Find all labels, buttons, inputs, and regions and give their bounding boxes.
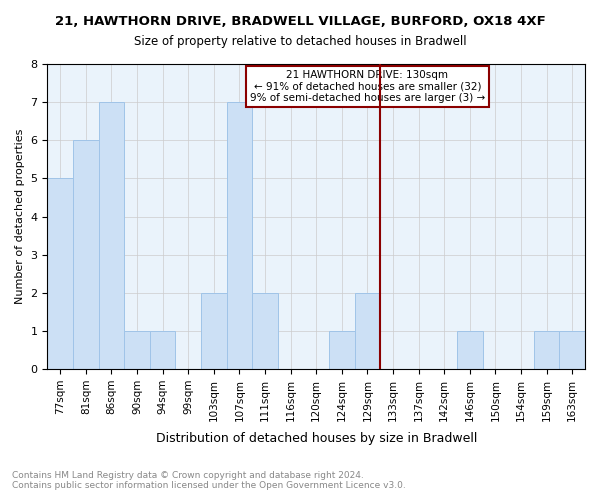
Bar <box>559 331 585 369</box>
Bar <box>457 331 482 369</box>
Bar <box>150 331 175 369</box>
Bar <box>73 140 98 369</box>
Bar <box>252 293 278 369</box>
Text: 21, HAWTHORN DRIVE, BRADWELL VILLAGE, BURFORD, OX18 4XF: 21, HAWTHORN DRIVE, BRADWELL VILLAGE, BU… <box>55 15 545 28</box>
Bar <box>47 178 73 369</box>
Bar <box>124 331 150 369</box>
Bar <box>227 102 252 369</box>
Bar <box>534 331 559 369</box>
Text: Size of property relative to detached houses in Bradwell: Size of property relative to detached ho… <box>134 35 466 48</box>
X-axis label: Distribution of detached houses by size in Bradwell: Distribution of detached houses by size … <box>155 432 477 445</box>
Bar <box>329 331 355 369</box>
Y-axis label: Number of detached properties: Number of detached properties <box>15 129 25 304</box>
Text: Contains HM Land Registry data © Crown copyright and database right 2024.
Contai: Contains HM Land Registry data © Crown c… <box>12 470 406 490</box>
Bar <box>355 293 380 369</box>
Text: 21 HAWTHORN DRIVE: 130sqm
← 91% of detached houses are smaller (32)
9% of semi-d: 21 HAWTHORN DRIVE: 130sqm ← 91% of detac… <box>250 70 485 103</box>
Bar <box>201 293 227 369</box>
Bar <box>98 102 124 369</box>
